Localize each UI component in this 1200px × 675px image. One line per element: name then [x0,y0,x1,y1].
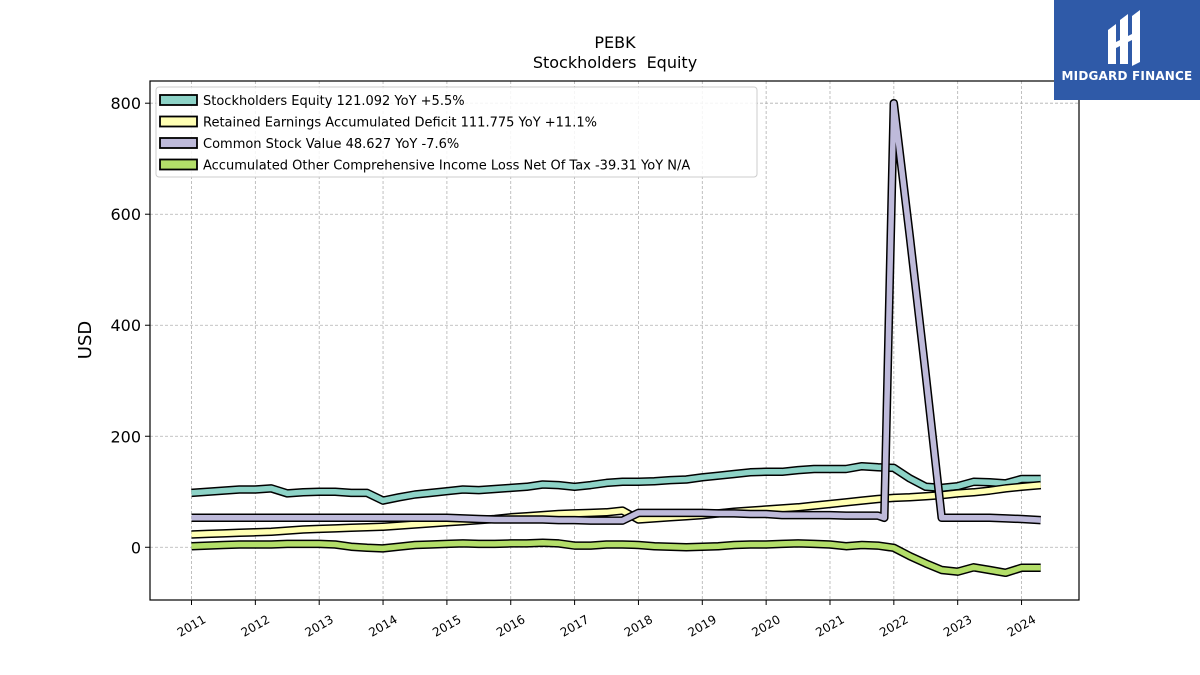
legend-swatch [159,158,198,171]
x-tick-label: 2023 [941,612,974,639]
x-tick-label: 2013 [302,612,335,639]
legend-swatch [159,137,198,149]
y-tick-label: 600 [110,205,141,224]
legend-swatch [159,94,198,106]
series-line-2 [191,100,1041,524]
y-axis-label: USD [75,321,96,359]
x-tick-label: 2024 [1005,612,1038,639]
x-tick-label: 2019 [686,612,719,639]
legend-label: Stockholders Equity 121.092 YoY +5.5% [203,94,465,109]
legend: Stockholders Equity 121.092 YoY +5.5% Ret… [155,86,758,178]
logo-text: MIDGARD FINANCE [1061,69,1193,83]
x-tick-label: 2020 [749,612,782,639]
x-tick-label: 2015 [430,612,463,639]
y-tick-label: 0 [131,538,141,557]
series-line-0 [191,463,1041,504]
legend-box [155,86,758,178]
y-tick-label: 400 [110,316,141,335]
x-tick-label: 2017 [558,612,591,639]
series-layer [191,98,1042,578]
x-tick-label: 2012 [239,612,272,639]
chart-subtitle: Stockholders Equity [533,53,697,72]
legend-label: Common Stock Value 48.627 YoY -7.6% [203,137,459,152]
legend-swatch [159,115,198,128]
series-line-1 [191,482,1041,538]
y-tick-label: 200 [110,427,141,446]
plot-frame [149,80,1080,601]
series-line-3 [191,540,1041,576]
x-tick-label: 2014 [366,612,399,639]
logo: MIDGARD FINANCE [1054,0,1200,100]
x-tick-label: 2018 [622,612,655,639]
legend-label: Accumulated Other Comprehensive Income L… [203,159,690,174]
chart-title: PEBK [594,33,636,52]
y-tick-label: 800 [110,94,141,113]
midgard-mark-icon [1108,10,1140,66]
legend-label: Retained Earnings Accumulated Deficit 11… [203,116,597,131]
x-tick-label: 2016 [494,612,527,639]
x-tick-label: 2011 [175,612,208,639]
x-tick-label: 2021 [813,612,846,639]
x-tick-label: 2022 [877,612,910,639]
